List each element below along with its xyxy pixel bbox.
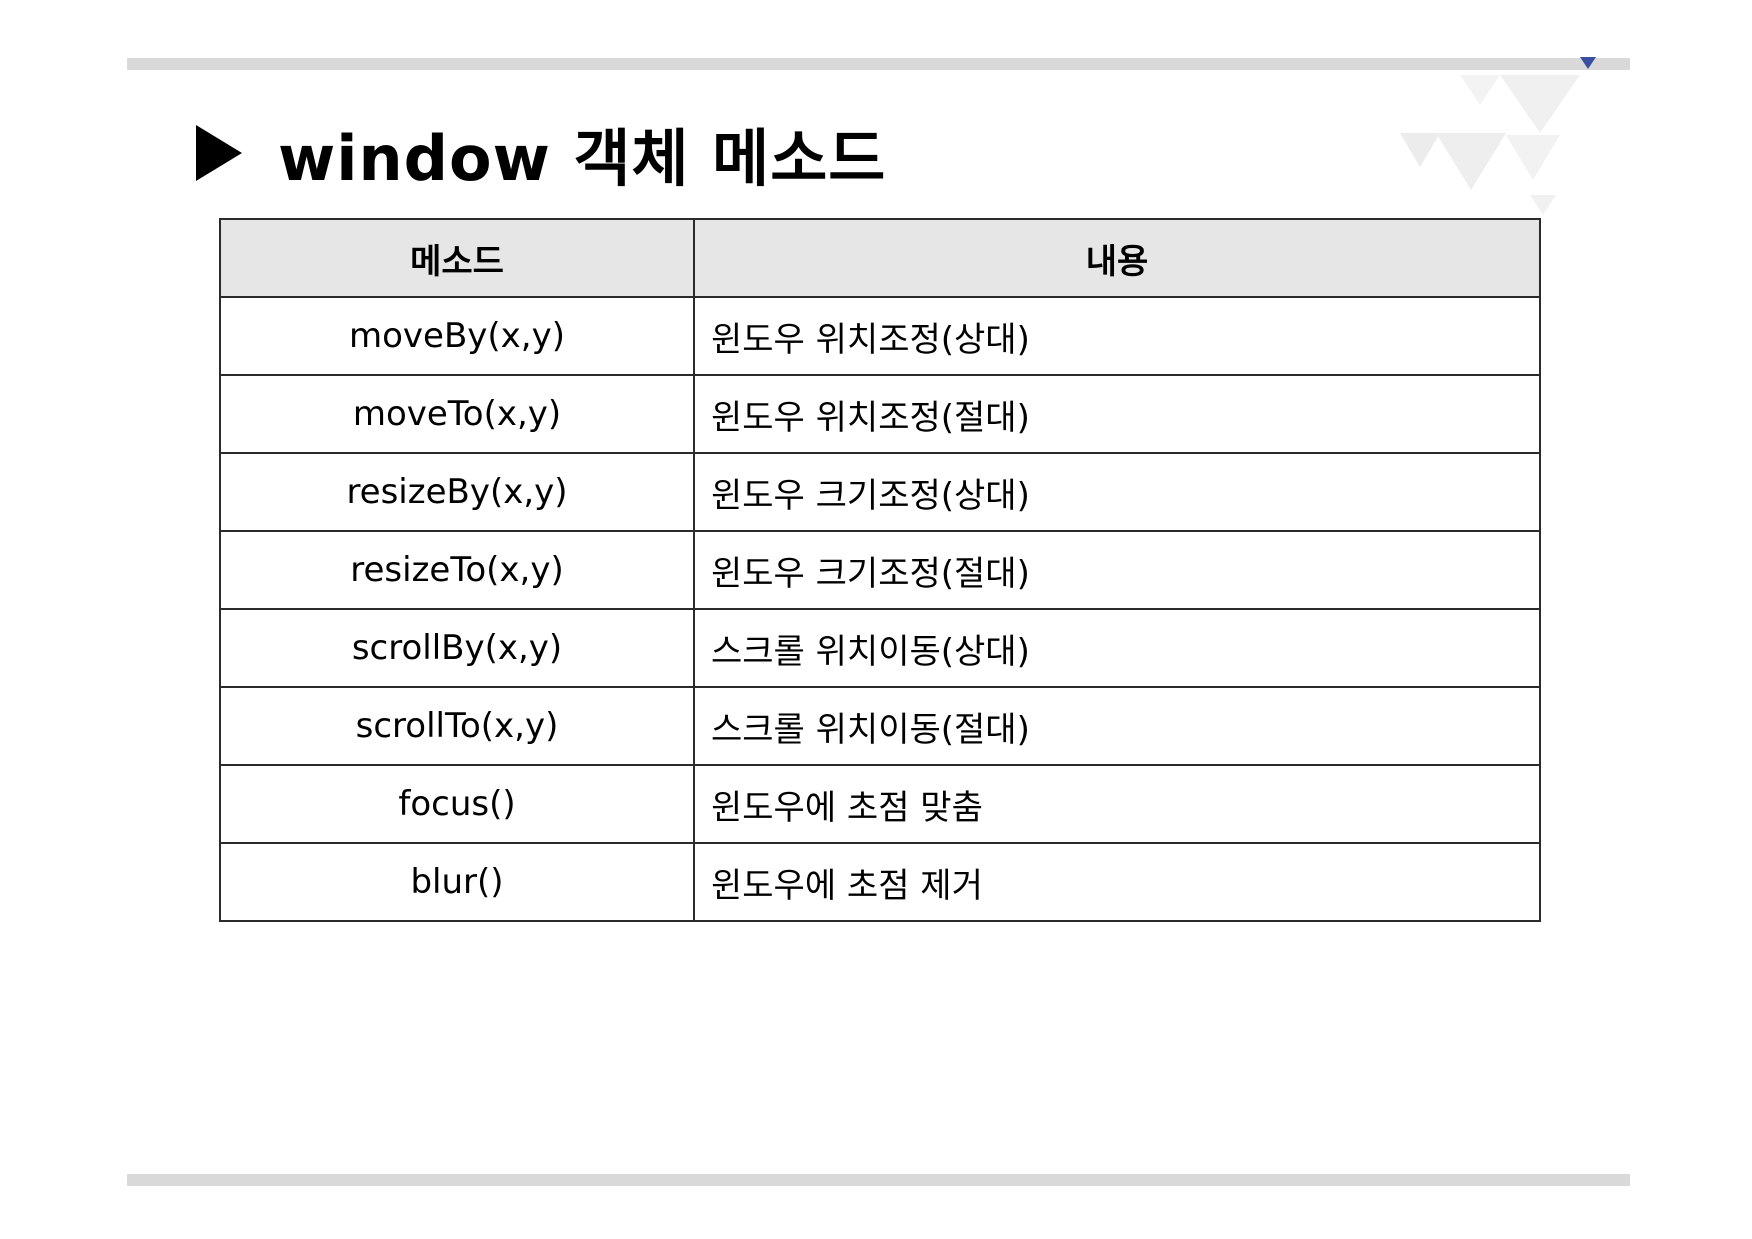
bottom-divider-bar [127, 1174, 1630, 1186]
method-cell: resizeTo(x,y) [219, 530, 695, 610]
description-cell: 스크롤 위치이동(상대) [693, 608, 1541, 688]
slide-title: window 객체 메소드 [278, 122, 887, 195]
description-cell: 윈도우 크기조정(상대) [693, 452, 1541, 532]
description-cell: 윈도우에 초점 제거 [693, 842, 1541, 922]
play-triangle-icon [196, 125, 242, 181]
window-methods-table: 메소드 내용 moveBy(x,y) 윈도우 위치조정(상대) moveTo(x… [219, 218, 1541, 922]
top-divider-bar [127, 58, 1630, 70]
method-cell: moveTo(x,y) [219, 374, 695, 454]
description-cell: 윈도우 위치조정(절대) [693, 374, 1541, 454]
table-row: resizeTo(x,y) 윈도우 크기조정(절대) [219, 530, 1541, 610]
table-row: scrollBy(x,y) 스크롤 위치이동(상대) [219, 608, 1541, 688]
table-row: moveBy(x,y) 윈도우 위치조정(상대) [219, 296, 1541, 376]
slide-title-row: window 객체 메소드 [196, 108, 886, 198]
method-cell: focus() [219, 764, 695, 844]
table-row: blur() 윈도우에 초점 제거 [219, 842, 1541, 922]
method-cell: moveBy(x,y) [219, 296, 695, 376]
triangle-decoration-icon [1400, 57, 1596, 215]
description-cell: 윈도우에 초점 맞춤 [693, 764, 1541, 844]
method-cell: scrollBy(x,y) [219, 608, 695, 688]
description-cell: 윈도우 크기조정(절대) [693, 530, 1541, 610]
description-cell: 스크롤 위치이동(절대) [693, 686, 1541, 766]
method-cell: resizeBy(x,y) [219, 452, 695, 532]
method-cell: scrollTo(x,y) [219, 686, 695, 766]
method-cell: blur() [219, 842, 695, 922]
table-header-row: 메소드 내용 [219, 218, 1541, 298]
table-row: scrollTo(x,y) 스크롤 위치이동(절대) [219, 686, 1541, 766]
table-row: resizeBy(x,y) 윈도우 크기조정(상대) [219, 452, 1541, 532]
description-cell: 윈도우 위치조정(상대) [693, 296, 1541, 376]
table-row: moveTo(x,y) 윈도우 위치조정(절대) [219, 374, 1541, 454]
column-header-method: 메소드 [219, 218, 695, 298]
column-header-description: 내용 [693, 218, 1541, 298]
table-row: focus() 윈도우에 초점 맞춤 [219, 764, 1541, 844]
